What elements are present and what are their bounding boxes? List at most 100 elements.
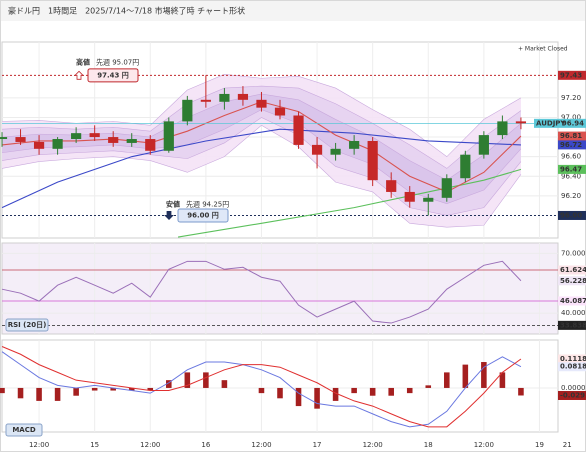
histogram-bar (258, 387, 265, 394)
histogram-bar (17, 387, 24, 399)
price-label-box (558, 354, 586, 364)
signal-line (1, 346, 522, 428)
histogram-bar (388, 387, 394, 396)
candle-body (274, 107, 286, 116)
histogram-bar (0, 387, 5, 394)
x-tick-label: 21 (563, 441, 572, 449)
panel-frame (1, 242, 559, 335)
y-tick-label: 96.60 (561, 153, 581, 161)
level-arrow (74, 70, 84, 80)
candle-body (423, 197, 434, 202)
price-label-box (558, 390, 586, 400)
candle-body (126, 139, 137, 143)
candle-body (497, 121, 508, 136)
candle-body (89, 133, 100, 138)
indicator-label-box (5, 423, 43, 437)
header-title: 豪ドル円 1時間足 2025/7/14〜7/18 市場終了時 チャート形状 (8, 6, 245, 16)
x-tick-label: 18 (424, 441, 433, 449)
price-label: 96.00 (560, 211, 582, 219)
panel-frame (1, 339, 559, 433)
candle-body (349, 140, 360, 149)
x-tick-label: 12:00 (140, 441, 160, 449)
histogram-bar (406, 387, 413, 394)
histogram-bar (425, 385, 432, 388)
candle-body (404, 191, 415, 202)
candle-body (145, 139, 156, 151)
histogram-bar (351, 387, 357, 394)
histogram-bar (110, 387, 116, 391)
level-box-text: 96.00 円 (187, 211, 219, 219)
level-box (87, 68, 139, 83)
indicator-label-box (5, 318, 49, 332)
y-tick-label: 0.0000 (561, 384, 586, 392)
price-label: 56.2289 (560, 277, 586, 285)
macd-line (1, 351, 522, 428)
ma-line (177, 168, 522, 238)
y-tick-label: 96.20 (561, 192, 581, 200)
histogram-bar (203, 372, 209, 388)
indicator-label: RSI (20日) (8, 321, 47, 329)
price-label: 96.47 (560, 165, 582, 173)
price-label-box (558, 70, 586, 80)
x-tick-label: 12:00 (29, 441, 49, 449)
price-label-box (558, 296, 586, 306)
candle-body (311, 144, 323, 155)
candle-body (293, 115, 304, 145)
candle-body (515, 121, 527, 124)
level-arrow (164, 211, 174, 221)
price-label-box (558, 276, 586, 286)
candle-body (15, 137, 26, 142)
candle-body (33, 141, 45, 149)
indicator-label: MACD (12, 426, 36, 434)
market-note: + Market Closed (518, 46, 568, 53)
price-label-box (558, 362, 586, 372)
candle-body (52, 139, 63, 149)
price-label: 46.0875 (560, 297, 586, 305)
price-label: 61.6245 (560, 266, 586, 274)
histogram-bar (518, 387, 524, 396)
band-upper-line (1, 74, 522, 158)
price-label-box (558, 210, 586, 220)
candle-body (71, 133, 82, 140)
y-tick-label: 40.000 (561, 309, 586, 317)
histogram-bar (499, 372, 506, 388)
level-title: 高値 (76, 57, 90, 66)
histogram-bar (221, 380, 228, 388)
histogram-bar (36, 387, 42, 401)
price-label-box (558, 164, 586, 174)
price-label: 33.8387 (560, 321, 586, 329)
price-label: 96.72 (560, 141, 582, 149)
candle-body (367, 140, 378, 181)
price-label-box (558, 320, 586, 330)
candle-body (182, 99, 193, 122)
level-box (177, 208, 229, 223)
candle-body (386, 180, 397, 192)
x-tick-label: 19 (535, 441, 544, 449)
histogram-bar (481, 362, 487, 388)
price-label: 0.0818 (560, 363, 586, 371)
y-tick-label: 96.40 (561, 172, 581, 180)
histogram-bar (295, 387, 302, 407)
ma-line (1, 128, 521, 209)
histogram-bar (128, 387, 135, 391)
candle-body (237, 93, 249, 100)
price-label: 0.1118 (560, 355, 586, 363)
histogram-bar (462, 364, 469, 388)
histogram-bar (332, 387, 339, 401)
price-label: 97.43 (560, 71, 582, 79)
x-tick-label: 17 (313, 441, 322, 449)
x-tick-label: 16 (201, 441, 210, 449)
histogram-bar (277, 387, 283, 399)
candle-body (219, 93, 230, 102)
level-note: 先週 95.07円 (96, 57, 139, 66)
band-upper-line (1, 85, 522, 169)
price-label-box (558, 140, 586, 150)
price-label: -0.0291 (560, 391, 586, 399)
level-box-text: 97.43 円 (97, 71, 129, 79)
candle-body (441, 178, 452, 198)
y-tick-label: 70.000 (561, 249, 586, 257)
candle-body (200, 99, 211, 102)
